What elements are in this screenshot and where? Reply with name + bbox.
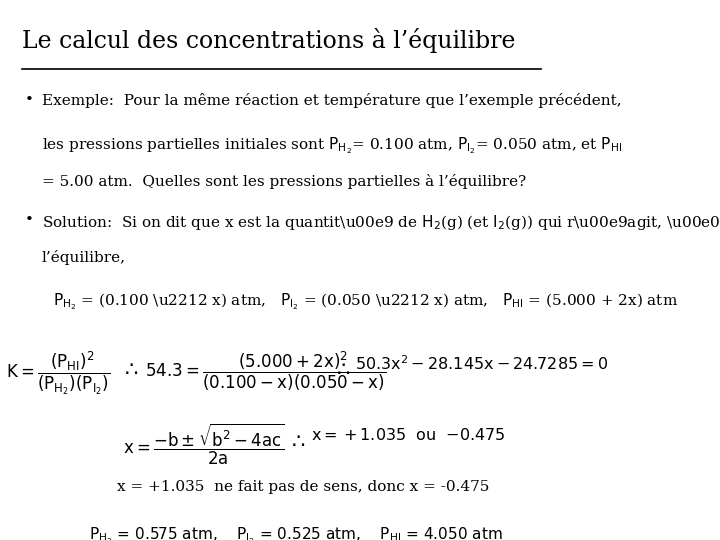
Text: $\mathrm{x = +1.035}$  ou  $\mathrm{-0.475}$: $\mathrm{x = +1.035}$ ou $\mathrm{-0.475…	[311, 427, 505, 443]
Text: Solution:  Si on dit que x est la quantit\u00e9 de $\mathrm{H_2}$(g) (et $\mathr: Solution: Si on dit que x est la quantit…	[42, 213, 720, 232]
Text: $\mathrm{x = \dfrac{-b \pm \sqrt{b^2 - 4ac}}{2a}}$: $\mathrm{x = \dfrac{-b \pm \sqrt{b^2 - 4…	[122, 422, 284, 467]
Text: $\therefore$: $\therefore$	[332, 357, 350, 378]
Text: $\mathrm{P_{H_2}}$ = (0.100 \u2212 x) atm,   $\mathrm{P_{I_2}}$ = (0.050 \u2212 : $\mathrm{P_{H_2}}$ = (0.100 \u2212 x) at…	[53, 291, 678, 312]
Text: •: •	[25, 213, 34, 227]
Text: $\mathrm{K = \dfrac{(P_{HI})^2}{(P_{H_2})(P_{I_2})}}$: $\mathrm{K = \dfrac{(P_{HI})^2}{(P_{H_2}…	[6, 349, 109, 397]
Text: $\mathrm{54.3 = \dfrac{(5.000+2x)^2}{(0.100-x)(0.050-x)}}$: $\mathrm{54.3 = \dfrac{(5.000+2x)^2}{(0.…	[145, 349, 386, 393]
Text: x = +1.035  ne fait pas de sens, donc x = -0.475: x = +1.035 ne fait pas de sens, donc x =…	[117, 480, 490, 494]
Text: = 5.00 atm.  Quelles sont les pressions partielles à l’équilibre?: = 5.00 atm. Quelles sont les pressions p…	[42, 174, 526, 189]
Text: $\therefore$: $\therefore$	[287, 430, 305, 450]
Text: Exemple:  Pour la même réaction et température que l’exemple précédent,: Exemple: Pour la même réaction et tempér…	[42, 93, 621, 109]
Text: les pressions partielles initiales sont $\mathrm{P_{H_2}}$= 0.100 atm, $\mathrm{: les pressions partielles initiales sont …	[42, 136, 622, 156]
Text: l’équilibre,: l’équilibre,	[42, 250, 126, 265]
Text: Le calcul des concentrations à l’équilibre: Le calcul des concentrations à l’équilib…	[22, 28, 516, 53]
Text: $\mathrm{50.3x^2 - 28.145x - 24.7285 = 0}$: $\mathrm{50.3x^2 - 28.145x - 24.7285 = 0…	[355, 354, 608, 373]
Text: $\mathrm{P_{H_2}}$ = 0.575 atm,    $\mathrm{P_{I_2}}$ = 0.525 atm,    $\mathrm{P: $\mathrm{P_{H_2}}$ = 0.575 atm, $\mathrm…	[89, 526, 503, 540]
Text: •: •	[25, 93, 34, 107]
Text: $\therefore$: $\therefore$	[120, 357, 138, 378]
